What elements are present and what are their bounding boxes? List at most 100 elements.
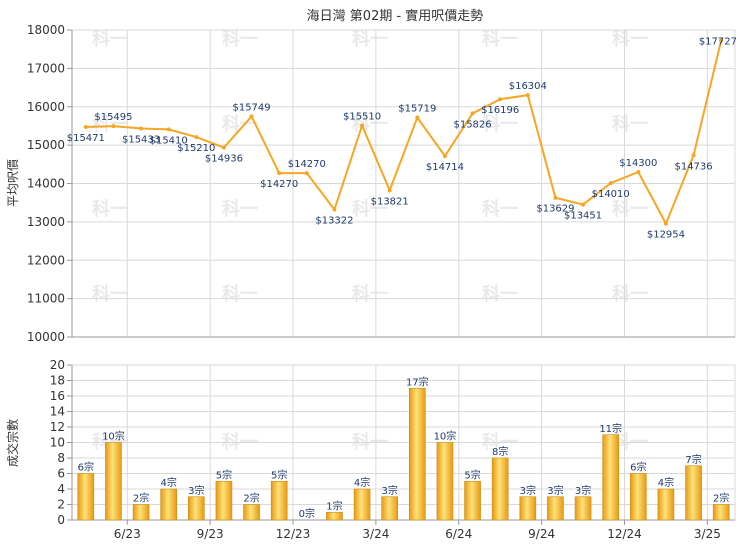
bar-y-tick-label: 4 xyxy=(57,482,65,496)
price-data-label: $14714 xyxy=(426,162,464,173)
x-tick-label: 9/23 xyxy=(197,527,224,541)
price-point xyxy=(249,114,254,119)
watermark-text: 科一 xyxy=(612,198,648,220)
bar-data-label: 0宗 xyxy=(299,507,315,520)
bar-data-label: 11宗 xyxy=(599,422,622,435)
count-bar xyxy=(602,434,619,521)
price-point xyxy=(415,115,420,120)
x-tick-label: 9/24 xyxy=(528,527,555,541)
price-point xyxy=(608,181,613,186)
count-bar xyxy=(519,496,537,521)
line-y-tick-label: 12000 xyxy=(27,253,65,267)
bar-data-label: 5宗 xyxy=(464,468,480,481)
count-bar xyxy=(243,504,260,521)
bar-y-tick-label: 18 xyxy=(50,374,65,388)
bar-y-axis-label: 成交宗數 xyxy=(5,419,20,467)
price-data-label: $14300 xyxy=(619,158,657,169)
line-y-tick-label: 17000 xyxy=(27,61,65,75)
bar-y-tick-label: 8 xyxy=(57,451,65,465)
x-tick-label: 12/23 xyxy=(276,527,311,541)
price-data-label: $14736 xyxy=(674,161,712,172)
watermark-text: 科一 xyxy=(352,198,388,220)
watermark-text: 科一 xyxy=(92,28,128,50)
count-bar xyxy=(160,488,177,521)
price-data-label: $14270 xyxy=(288,159,326,170)
bar-y-tick-label: 0 xyxy=(57,513,65,527)
count-bar xyxy=(464,480,481,521)
bar-y-tick-label: 2 xyxy=(57,498,65,512)
count-bar xyxy=(381,496,398,521)
price-point xyxy=(663,221,668,226)
count-bar xyxy=(353,488,371,521)
watermark-text: 科一 xyxy=(612,113,648,135)
bar-data-label: 3宗 xyxy=(188,484,204,497)
price-data-label: $15433 xyxy=(122,135,160,146)
price-data-label: $17727 xyxy=(699,36,737,47)
price-data-label: $15495 xyxy=(94,112,132,123)
price-data-label: $15410 xyxy=(150,135,188,146)
price-data-label: $15719 xyxy=(398,104,436,115)
x-tick-label: 12/24 xyxy=(607,527,642,541)
price-point xyxy=(691,153,696,158)
count-bar xyxy=(270,480,288,521)
watermark-text: 科一 xyxy=(92,283,128,305)
x-tick-label: 6/23 xyxy=(114,527,141,541)
count-bar xyxy=(77,473,95,521)
bar-y-tick-label: 12 xyxy=(50,420,65,434)
count-bar xyxy=(436,442,454,521)
bar-data-label: 8宗 xyxy=(492,445,508,458)
bars-layer xyxy=(77,387,730,521)
price-data-label: $13821 xyxy=(371,196,409,207)
bar-data-label: 2宗 xyxy=(133,492,149,505)
bar-data-label: 4宗 xyxy=(658,476,674,489)
bar-data-label: 2宗 xyxy=(243,492,259,505)
watermark-text: 科一 xyxy=(482,28,518,50)
count-bar xyxy=(409,387,426,521)
price-point xyxy=(111,124,116,129)
price-data-label: $14936 xyxy=(205,154,243,165)
price-data-label: $14010 xyxy=(592,189,630,200)
price-point xyxy=(719,38,724,43)
count-bar xyxy=(105,442,122,521)
bar-data-label: 4宗 xyxy=(161,476,177,489)
price-data-label: $13629 xyxy=(536,204,574,215)
count-bar xyxy=(574,496,592,521)
watermark-text: 科一 xyxy=(612,283,648,305)
watermark-text: 科一 xyxy=(92,113,128,135)
price-point xyxy=(525,93,530,98)
line-y-tick-label: 10000 xyxy=(27,330,65,344)
watermark-text: 科一 xyxy=(92,198,128,220)
grid-layer: 10000 11000 12000 13000 14000 15000 16000 17000… xyxy=(27,23,736,541)
bar-data-label: 17宗 xyxy=(406,375,429,388)
count-bar xyxy=(326,511,343,521)
line-layer xyxy=(83,38,724,226)
price-point xyxy=(360,123,365,128)
price-data-label: $15826 xyxy=(453,119,491,130)
watermark-text: 科一 xyxy=(352,28,388,50)
count-bar xyxy=(547,496,564,521)
line-y-tick-label: 18000 xyxy=(27,23,65,37)
price-point xyxy=(194,135,199,140)
bar-data-label: 5宗 xyxy=(216,468,232,481)
bar-data-label: 10宗 xyxy=(102,430,125,443)
bar-data-label: 3宗 xyxy=(520,484,536,497)
price-point xyxy=(470,111,475,116)
count-bar xyxy=(630,473,647,521)
price-data-label: $15510 xyxy=(343,112,381,123)
bar-data-label: 1宗 xyxy=(326,499,342,512)
watermark-text: 科一 xyxy=(352,283,388,305)
watermark-text: 科一 xyxy=(482,198,518,220)
bar-data-label: 6宗 xyxy=(78,461,94,474)
price-point xyxy=(83,125,88,130)
x-tick-label: 3/24 xyxy=(362,527,389,541)
price-data-label: $16304 xyxy=(509,81,547,92)
line-y-tick-label: 14000 xyxy=(27,177,65,191)
price-data-label: $15210 xyxy=(177,143,215,154)
price-point xyxy=(498,97,503,102)
watermark-text: 科一 xyxy=(222,283,258,305)
count-bar xyxy=(657,488,675,521)
line-y-axis-label: 平均呎價 xyxy=(6,159,20,207)
price-point xyxy=(553,195,558,200)
